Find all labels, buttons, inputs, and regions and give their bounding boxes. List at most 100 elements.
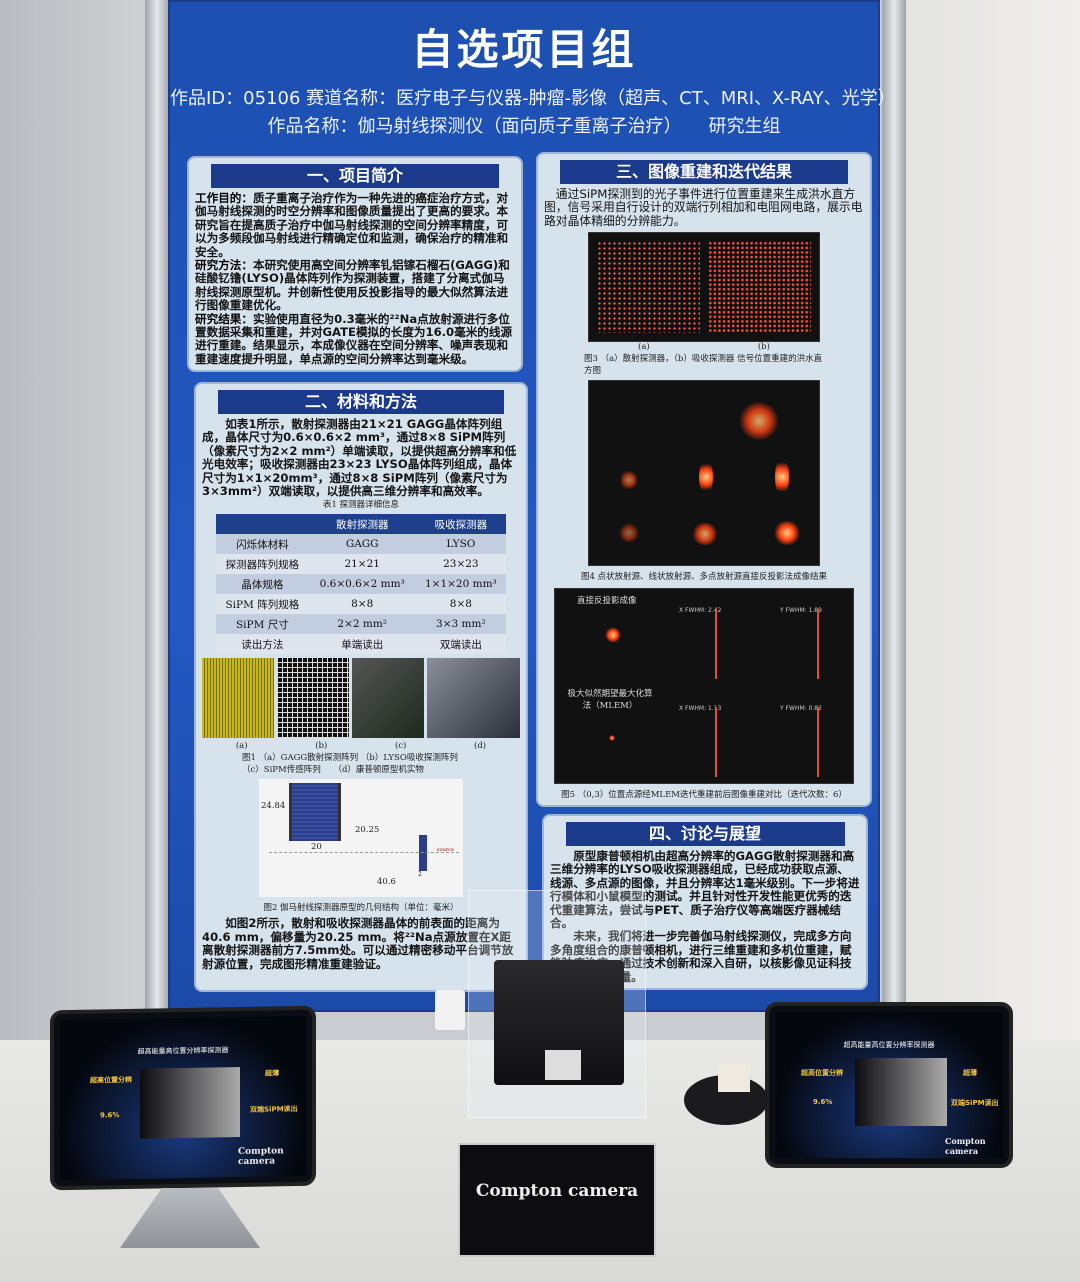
fwhm-label: Y FWHM: 1.89 xyxy=(780,607,822,615)
caption: 图1 （a）GAGG散射探测阵列 （b）LYSO吸收探测阵列 xyxy=(242,753,458,764)
label: (c) xyxy=(394,741,407,752)
table-row: 探测器阵列规格 21×21 23×23 xyxy=(216,554,506,575)
cell: 23×23 xyxy=(415,554,506,575)
section-heading: 四、讨论与展望 xyxy=(565,822,845,846)
cell: 单端读出 xyxy=(308,634,416,655)
section-text: 原型康普顿相机由超高分辨率的GAGG散射探测器和高三维分辨率的LYSO吸收探测器… xyxy=(550,849,860,931)
panel-title: 直接反投影成像 xyxy=(577,596,637,607)
tablet-title: 超高能量高位置分辨率探测器 xyxy=(843,1041,935,1049)
poster-title: 自选项目组 xyxy=(411,25,637,74)
section-heading: 二、材料和方法 xyxy=(217,390,505,414)
label: (a) xyxy=(638,342,650,353)
fig1-caption: 图1 （a）GAGG散射探测阵列 （b）LYSO吸收探测阵列 （c）SiPM传感阵… xyxy=(202,751,520,775)
blob xyxy=(775,457,789,498)
device-connector xyxy=(545,1050,581,1080)
cell: 2×2 mm² xyxy=(308,614,416,635)
wall-left xyxy=(0,0,150,1040)
tablet-left[interactable]: 超高能量高位置分辨率探测器 超高位置分辨 9.6% 超薄 双端SiPM读出 Co… xyxy=(50,1005,316,1191)
fig5-caption: 图5 （0,3）位置点源经MLEM迭代重建前后图像重建对比（迭代次数：6） xyxy=(561,790,847,801)
fwhm-label: X FWHM: 2.42 xyxy=(679,607,722,615)
caption: （c）SiPM传感阵列 （d）康普顿原型机实物 xyxy=(242,765,424,776)
section-results: 三、图像重建和迭代结果 通过SiPM探测到的光子事件进行位置重建来生成洪水直方图… xyxy=(536,152,872,807)
flood-histogram-scatter xyxy=(597,241,700,334)
section-discussion: 四、讨论与展望 原型康普顿相机由超高分辨率的GAGG散射探测器和高三维分辨率的L… xyxy=(542,814,868,990)
axis-line xyxy=(269,852,459,854)
point-source xyxy=(605,627,621,644)
fig2-caption: 图2 伽马射线探测器原型的几何结构（单位：毫米） xyxy=(263,903,459,914)
feature-label: 双端SiPM读出 xyxy=(951,1099,999,1107)
tablet-right[interactable]: 超高能量高位置分辨率探测器 超高位置分辨 9.6% 超薄 双端SiPM读出 Co… xyxy=(765,1002,1013,1168)
poster: 自选项目组 作品ID：05106 赛道名称：医疗电子与仪器-肿瘤-影像（超声、C… xyxy=(168,0,896,1012)
label: (b) xyxy=(315,741,328,752)
table-row: 读出方法 单端读出 双端读出 xyxy=(216,634,506,655)
cell: 3×3 mm² xyxy=(415,614,506,635)
label: 研究结果： xyxy=(195,311,253,326)
sample-cube xyxy=(718,1064,750,1092)
dim-label: 40.6 xyxy=(377,877,396,888)
tablet-brand: Compton camera xyxy=(238,1146,284,1168)
blob xyxy=(621,469,637,492)
cell: 1×1×20 mm³ xyxy=(415,574,506,595)
table-row: 晶体规格 0.6×0.6×2 mm³ 1×1×20 mm³ xyxy=(216,574,506,595)
profile-peak xyxy=(817,609,819,680)
text: 质子重离子治疗作为一种先进的癌症治疗方式，对伽马射线探测的时空分辨率和图像质量提… xyxy=(195,191,509,259)
label: (b) xyxy=(757,342,770,353)
detector-render xyxy=(140,1067,240,1139)
profile-peak xyxy=(715,707,717,778)
frame-post-right xyxy=(882,0,906,1020)
feature-label: 超高位置分辨 xyxy=(90,1075,132,1085)
cell: SiPM 尺寸 xyxy=(216,614,309,635)
feature-label: 双端SiPM读出 xyxy=(250,1105,298,1114)
dim-label: 24.84 xyxy=(261,801,286,812)
dim-label: 20 xyxy=(311,842,322,853)
table-row: SiPM 尺寸 2×2 mm² 3×3 mm² xyxy=(216,614,506,635)
source-label: source xyxy=(437,847,454,854)
label: 工作目的： xyxy=(195,191,253,205)
fig3-caption: 图3 （a）散射探测器，（b）吸收探测器 信号位置重建的洪水直方图 xyxy=(584,354,823,377)
table-caption: 表1 探测器详细信息 xyxy=(322,500,400,511)
blob xyxy=(691,523,719,546)
blob xyxy=(699,459,713,496)
sign-title: Compton camera xyxy=(475,1181,639,1201)
profile-peak xyxy=(817,707,819,778)
cell: 探测器阵列规格 xyxy=(216,554,309,575)
section-intro: 一、项目简介 工作目的：质子重离子治疗作为一种先进的癌症治疗方式，对伽马射线探测… xyxy=(187,156,523,372)
cell: LYSO xyxy=(415,534,506,555)
label: (d) xyxy=(474,741,487,752)
feature-label: 超薄 xyxy=(963,1069,977,1077)
cell: 闪烁体材料 xyxy=(216,534,309,555)
cell: GAGG xyxy=(308,534,416,555)
panel-title: 极大似然期望最大化算法（MLEM） xyxy=(567,689,653,712)
text: 本研究使用高空间分辨率钆铝镓石榴石(GAGG)和硅酸钇镥(LYSO)晶体阵列作为… xyxy=(195,258,510,313)
label: 研究方法： xyxy=(195,258,253,273)
blob xyxy=(739,401,779,442)
absorber-detector xyxy=(419,835,427,872)
detector-render xyxy=(855,1058,947,1126)
product-sign: Compton camera xyxy=(458,1143,656,1257)
feature-label: 超薄 xyxy=(265,1069,279,1078)
section-heading: 一、项目简介 xyxy=(211,164,499,188)
figure-5-mlem: 直接反投影成像 X FWHM: 2.42 Y FWHM: 1.89 极大似然期望… xyxy=(554,588,854,785)
th: 散射探测器 xyxy=(308,514,416,535)
point-source xyxy=(609,735,615,742)
fig3-labels: (a) (b) xyxy=(584,342,824,352)
fwhm-label: Y FWHM: 0.82 xyxy=(780,705,822,713)
table-row: SiPM 阵列规格 8×8 8×8 xyxy=(216,594,506,615)
cell: 8×8 xyxy=(308,594,416,615)
text: 实验使用直径为0.3毫米的²²Na点放射源进行多位置数据采集和重建，并对GATE… xyxy=(195,311,513,366)
profile-peak xyxy=(715,609,717,680)
cell: 读出方法 xyxy=(216,634,309,655)
blob xyxy=(773,521,801,546)
wall-right xyxy=(900,0,1080,1040)
tablet-screen: 超高能量高位置分辨率探测器 超高位置分辨 9.6% 超薄 双端SiPM读出 Co… xyxy=(60,1015,306,1181)
figure-2-geometry: 24.84 20.25 20 40.6 2 source xyxy=(259,779,463,898)
scatter-detector xyxy=(289,783,341,842)
dim-label: 20.25 xyxy=(355,825,380,836)
tablet-screen: 超高能量高位置分辨率探测器 超高位置分辨 9.6% 超薄 双端SiPM读出 Co… xyxy=(775,1012,1003,1158)
figure-3-flood-histograms xyxy=(588,232,820,343)
detector-table: 散射探测器 吸收探测器 闪烁体材料 GAGG LYSO 探测器阵列规格 21×21 23×… xyxy=(216,514,506,655)
label: (a) xyxy=(235,741,248,752)
th: 吸收探测器 xyxy=(415,514,506,535)
cell: 21×21 xyxy=(308,554,416,575)
prototype-photo xyxy=(426,658,520,739)
